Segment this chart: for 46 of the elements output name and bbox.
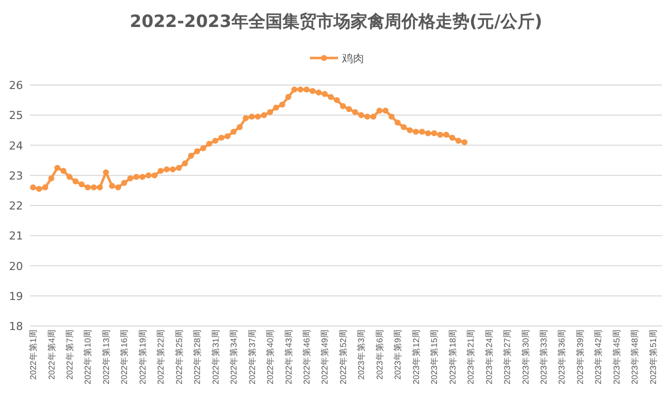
x-tick-label: 2023年第9周 bbox=[392, 329, 403, 380]
y-tick-label: 24 bbox=[9, 139, 23, 152]
x-tick-label: 2022年第40周 bbox=[265, 329, 276, 384]
x-tick-label: 2022年第31周 bbox=[210, 329, 220, 384]
x-tick-label: 2022年第37周 bbox=[246, 329, 257, 384]
x-tick-label: 2022年第7周 bbox=[64, 329, 74, 380]
y-tick-label: 25 bbox=[9, 109, 23, 122]
x-tick-label: 2022年第34周 bbox=[228, 329, 239, 384]
y-tick-label: 19 bbox=[9, 290, 23, 303]
y-tick-label: 21 bbox=[9, 230, 23, 243]
y-tick-label: 22 bbox=[9, 200, 23, 212]
x-tick-label: 2022年第28周 bbox=[192, 329, 202, 384]
x-tick-label: 2023年第27周 bbox=[502, 329, 512, 384]
x-tick-label: 2022年第19周 bbox=[137, 329, 148, 384]
y-tick-label: 26 bbox=[9, 79, 23, 92]
x-tick-label: 2023年第3周 bbox=[356, 329, 366, 380]
x-tick-label: 2022年第49周 bbox=[320, 329, 330, 384]
x-tick-label: 2022年第10周 bbox=[82, 329, 93, 384]
chart-title: 2022-2023年全国集贸市场家禽周价格走势(元/公斤) bbox=[130, 12, 542, 32]
x-tick-label: 2022年第13周 bbox=[100, 329, 111, 384]
x-tick-label: 2023年第48周 bbox=[630, 329, 640, 384]
legend-label: 鸡肉 bbox=[341, 52, 364, 65]
x-tick-label: 2023年第15周 bbox=[429, 329, 440, 384]
x-tick-label: 2023年第45周 bbox=[611, 329, 622, 384]
y-tick-label: 18 bbox=[9, 320, 23, 333]
x-tick-label: 2022年第25周 bbox=[174, 329, 184, 384]
y-tick-label: 20 bbox=[9, 260, 23, 273]
x-tick-label: 2023年第6周 bbox=[374, 329, 384, 380]
x-tick-label: 2023年第12周 bbox=[410, 329, 421, 384]
x-tick-label: 2022年第22周 bbox=[156, 329, 166, 384]
x-tick-label: 2022年第52周 bbox=[338, 329, 348, 384]
x-tick-label: 2022年第1周 bbox=[28, 329, 38, 380]
x-tick-label: 2023年第30周 bbox=[520, 329, 530, 384]
x-tick-label: 2023年第42周 bbox=[593, 329, 604, 384]
y-tick-label: 23 bbox=[9, 169, 23, 182]
x-tick-label: 2023年第33周 bbox=[538, 329, 548, 384]
x-tick-label: 2023年第24周 bbox=[484, 329, 494, 384]
x-tick-label: 2022年第46周 bbox=[302, 329, 312, 384]
x-tick-label: 2022年第4周 bbox=[46, 329, 56, 380]
x-tick-label: 2022年第16周 bbox=[119, 329, 130, 384]
x-tick-label: 2023年第51周 bbox=[648, 329, 658, 384]
x-tick-label: 2023年第21周 bbox=[466, 329, 476, 384]
x-tick-label: 2023年第39周 bbox=[574, 329, 585, 384]
x-tick-label: 2022年第43周 bbox=[283, 329, 294, 384]
x-tick-label: 2023年第36周 bbox=[556, 329, 567, 384]
x-tick-label: 2023年第18周 bbox=[447, 329, 458, 384]
